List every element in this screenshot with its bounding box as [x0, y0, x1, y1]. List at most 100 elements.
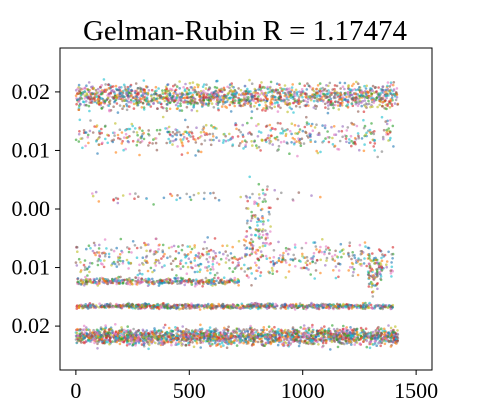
data-point	[268, 243, 271, 246]
data-point	[299, 326, 303, 329]
data-point	[154, 264, 158, 267]
data-point	[194, 264, 197, 268]
data-point	[107, 280, 111, 284]
data-point	[123, 335, 127, 339]
data-point	[233, 341, 236, 345]
data-point	[226, 254, 229, 257]
data-point	[196, 329, 200, 333]
data-point	[150, 337, 153, 341]
data-point	[314, 245, 318, 248]
data-point	[184, 261, 188, 265]
data-point	[253, 335, 257, 339]
data-point	[95, 332, 98, 336]
data-point	[212, 249, 215, 253]
data-point	[174, 326, 177, 329]
data-point	[93, 341, 96, 345]
data-point	[310, 325, 314, 329]
data-point	[365, 84, 369, 88]
data-point	[316, 84, 320, 87]
data-point	[195, 109, 199, 113]
data-point	[177, 245, 180, 248]
data-point	[208, 335, 212, 338]
data-point	[388, 332, 392, 335]
data-point	[119, 259, 122, 263]
data-point	[119, 330, 123, 334]
data-point	[130, 251, 133, 254]
data-point	[323, 87, 327, 91]
data-point	[78, 329, 81, 332]
data-point	[198, 328, 202, 331]
data-point	[140, 106, 144, 109]
data-point	[211, 259, 215, 263]
data-point	[307, 331, 310, 335]
data-point	[314, 269, 318, 272]
data-point	[134, 98, 138, 102]
data-point	[96, 259, 100, 263]
data-point	[170, 268, 174, 271]
data-point	[115, 102, 119, 105]
data-point	[190, 265, 193, 269]
data-point	[280, 260, 284, 264]
data-point	[191, 341, 194, 344]
data-point	[204, 276, 208, 280]
data-point	[103, 305, 106, 309]
data-point	[295, 334, 299, 337]
data-point	[177, 251, 181, 255]
data-point	[145, 249, 148, 253]
data-point	[396, 333, 400, 336]
data-point	[294, 265, 297, 268]
data-point	[331, 258, 335, 261]
data-point	[207, 249, 211, 253]
data-point	[102, 341, 106, 345]
data-point	[224, 261, 228, 264]
data-point	[114, 330, 118, 334]
data-point	[225, 346, 229, 350]
data-point	[160, 282, 164, 285]
data-point	[379, 344, 383, 348]
data-point	[141, 256, 145, 260]
data-point	[131, 335, 134, 339]
data-point	[100, 338, 104, 341]
data-point	[162, 305, 166, 309]
data-point	[367, 99, 370, 103]
data-point	[355, 303, 358, 307]
data-point	[75, 331, 79, 335]
data-point	[87, 336, 90, 340]
data-point	[88, 109, 91, 113]
data-point	[170, 88, 174, 91]
data-point	[199, 346, 202, 349]
data-point	[272, 333, 275, 337]
data-point	[123, 278, 126, 282]
data-point	[389, 337, 392, 340]
data-point	[168, 107, 172, 111]
data-point	[85, 247, 88, 251]
data-point	[328, 248, 331, 252]
data-point	[247, 335, 250, 339]
data-point	[231, 303, 235, 307]
data-point	[147, 277, 151, 281]
data-point	[374, 328, 378, 332]
data-point	[236, 306, 239, 309]
data-point	[346, 334, 350, 337]
data-point	[146, 103, 150, 106]
data-point	[313, 241, 317, 244]
data-point	[188, 304, 191, 307]
data-point	[132, 107, 136, 110]
data-point	[98, 338, 101, 341]
data-point	[373, 340, 377, 343]
data-point	[137, 276, 140, 280]
data-point	[283, 98, 287, 102]
data-point	[396, 103, 399, 106]
data-point	[141, 328, 145, 332]
data-point	[237, 334, 241, 338]
data-point	[364, 87, 368, 90]
data-point	[206, 236, 209, 239]
data-point	[273, 325, 276, 329]
data-points	[74, 78, 400, 351]
data-point	[177, 337, 180, 341]
data-point	[305, 305, 309, 308]
data-point	[350, 257, 353, 261]
data-point	[312, 251, 316, 255]
data-point	[158, 243, 161, 247]
data-point	[338, 262, 342, 266]
